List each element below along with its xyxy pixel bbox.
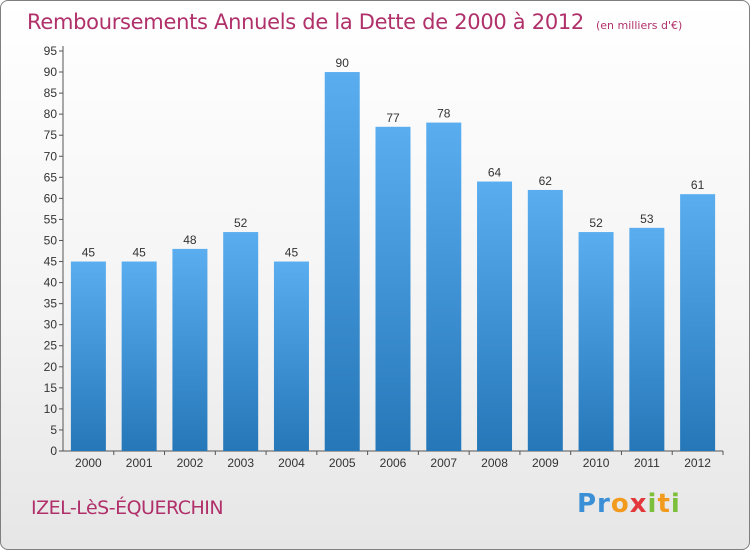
y-tick-label: 10 bbox=[44, 402, 58, 416]
bar bbox=[121, 261, 157, 451]
y-tick-label: 55 bbox=[44, 212, 58, 226]
bar bbox=[426, 122, 462, 451]
y-tick-label: 95 bbox=[44, 44, 58, 58]
x-tick-label: 2007 bbox=[430, 456, 457, 470]
y-tick-label: 35 bbox=[44, 297, 58, 311]
logo-part: i bbox=[670, 489, 681, 519]
x-tick-label: 2009 bbox=[532, 456, 559, 470]
data-label: 45 bbox=[132, 246, 146, 260]
bar bbox=[324, 72, 360, 451]
y-tick-label: 80 bbox=[44, 107, 58, 121]
x-tick-label: 2003 bbox=[227, 456, 254, 470]
y-tick-label: 90 bbox=[44, 65, 58, 79]
y-tick-label: 20 bbox=[44, 360, 58, 374]
logo-part: Pr bbox=[577, 489, 611, 519]
bar bbox=[223, 232, 259, 451]
bar bbox=[70, 261, 106, 451]
chart-title: Remboursements Annuels de la Dette de 20… bbox=[27, 10, 682, 34]
bar bbox=[273, 261, 309, 451]
data-label: 45 bbox=[82, 246, 96, 260]
title-text: Remboursements Annuels de la Dette de 20… bbox=[27, 10, 584, 34]
unit-note: (en milliers d'€) bbox=[596, 19, 683, 32]
bar bbox=[527, 189, 563, 451]
x-tick-label: 2001 bbox=[126, 456, 153, 470]
data-label: 64 bbox=[488, 166, 502, 180]
bar bbox=[629, 227, 665, 451]
bar bbox=[477, 181, 513, 452]
y-tick-label: 75 bbox=[44, 128, 58, 142]
data-label: 45 bbox=[285, 246, 299, 260]
logo-part: x bbox=[629, 489, 648, 519]
x-tick-label: 2010 bbox=[583, 456, 610, 470]
bar bbox=[375, 126, 411, 451]
bar bbox=[172, 248, 208, 451]
y-tick-label: 0 bbox=[50, 444, 57, 458]
y-tick-label: 65 bbox=[44, 170, 58, 184]
x-tick-label: 2011 bbox=[634, 456, 660, 470]
logo-part: o bbox=[610, 489, 630, 519]
axes: 0 5 10 15 20 25 30 35 40 45 50 55 60 65 70 75 80 85 90 95 20… bbox=[44, 44, 724, 470]
y-tick-label: 15 bbox=[44, 381, 58, 395]
y-tick-label: 30 bbox=[44, 318, 58, 332]
bars: 45 45 48 52 45 90 77 78 64 62 52 53 61 bbox=[70, 56, 716, 452]
x-tick-label: 2004 bbox=[278, 456, 305, 470]
y-tick-label: 70 bbox=[44, 149, 58, 163]
data-label: 52 bbox=[589, 216, 603, 230]
bar bbox=[680, 194, 716, 451]
data-label: 61 bbox=[691, 178, 705, 192]
y-tick-label: 25 bbox=[44, 339, 58, 353]
data-label: 62 bbox=[539, 174, 553, 188]
data-label: 53 bbox=[640, 212, 654, 226]
y-tick-label: 40 bbox=[44, 276, 58, 290]
y-tick-label: 50 bbox=[44, 233, 58, 247]
x-tick-label: 2008 bbox=[481, 456, 508, 470]
data-label: 90 bbox=[336, 56, 350, 70]
y-tick-label: 85 bbox=[44, 86, 58, 100]
x-tick-label: 2012 bbox=[684, 456, 711, 470]
x-tick-label: 2002 bbox=[177, 456, 204, 470]
data-label: 48 bbox=[183, 233, 197, 247]
data-label: 78 bbox=[437, 107, 451, 121]
city-name: IZEL-LèS-ÉQUERCHIN bbox=[31, 497, 224, 519]
x-tick-label: 2005 bbox=[329, 456, 356, 470]
proxiti-logo: Proxiti bbox=[577, 489, 681, 519]
x-tick-label: 2006 bbox=[380, 456, 407, 470]
bar bbox=[578, 232, 614, 451]
y-tick-label: 60 bbox=[44, 191, 58, 205]
logo-part: t bbox=[657, 489, 671, 519]
logo-part: i bbox=[647, 489, 658, 519]
y-tick-label: 45 bbox=[44, 255, 58, 269]
data-label: 52 bbox=[234, 216, 248, 230]
x-tick-label: 2000 bbox=[75, 456, 102, 470]
y-tick-label: 5 bbox=[50, 423, 57, 437]
data-label: 77 bbox=[386, 111, 400, 125]
